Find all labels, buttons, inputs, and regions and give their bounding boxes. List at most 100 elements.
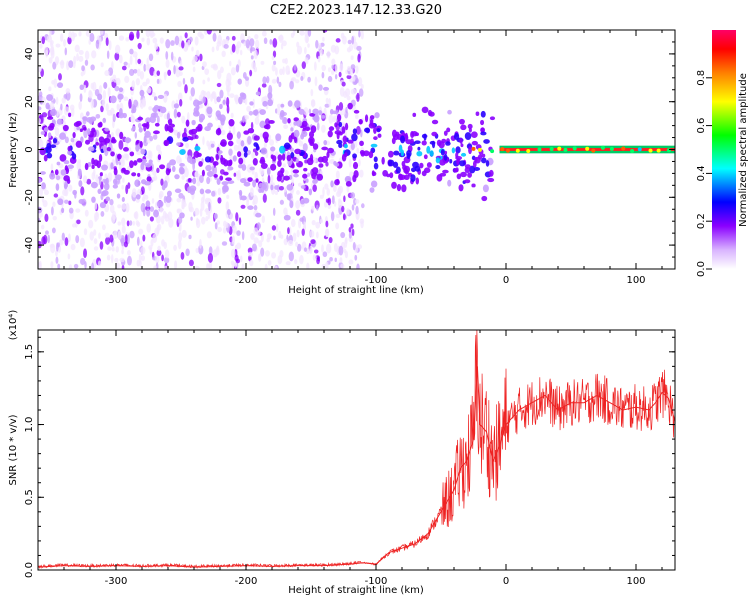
heatmap-cell [46,94,54,101]
heatmap-cell [181,115,186,124]
heatmap-cell [262,193,267,203]
heatmap-cell [300,200,305,205]
heatmap-cell [464,164,471,169]
heatmap-cell [222,184,229,193]
heatmap-cell [403,167,408,174]
heatmap-cell [196,181,201,187]
heatmap-cell [346,74,352,80]
heatmap-cell [41,36,46,45]
heatmap-cell [204,156,212,163]
heatmap-cell [280,103,285,108]
heatmap-cell [88,146,95,152]
heatmap-cell [152,37,158,44]
heatmap-cell [325,220,329,228]
heatmap-cell [159,106,167,114]
heatmap-cell [227,166,234,171]
heatmap-cell [41,182,46,190]
heatmap-cell [44,213,49,222]
heatmap-cell [67,164,75,169]
heatmap-cell [490,149,495,154]
heatmap-cell [255,178,259,183]
heatmap-cell [319,219,324,224]
heatmap-cell [549,147,554,152]
colorbar-label: Normalized spectral amplitude [738,73,749,227]
heatmap-cell [55,183,60,191]
heatmap-cell [343,195,346,203]
heatmap-cell [298,140,304,147]
heatmap-cell [174,260,178,269]
heatmap-cell [284,170,289,176]
heatmap-cell [343,143,348,149]
heatmap-cell [190,216,193,221]
heatmap-cell [71,153,77,160]
heatmap-cell [210,143,215,148]
heatmap-cell [318,84,323,91]
heatmap-cell [207,77,210,82]
heatmap-cell [43,46,49,56]
heatmap-cell [482,184,489,193]
heatmap-cell [145,200,151,208]
heatmap-cell [83,84,87,94]
heatmap-cell [412,112,417,117]
heatmap-cell [234,94,239,103]
x-tick-label: 100 [626,275,645,286]
heatmap-cell [337,186,342,196]
heatmap-cell [293,129,300,138]
heatmap-cell [140,148,146,155]
heatmap-cell [285,261,291,266]
heatmap-cell [219,89,224,99]
heatmap-cell [94,202,98,210]
heatmap-cell [436,174,443,182]
heatmap-cell [271,155,277,162]
heatmap-cell [78,180,83,187]
heatmap-cell [235,44,240,55]
heatmap-cell [249,166,255,171]
heatmap-cell [357,76,363,87]
heatmap-cell [460,124,467,131]
heatmap-cell [70,137,75,143]
heatmap-cell [297,182,302,187]
heatmap-cell [179,60,183,67]
heatmap-cell [109,198,114,206]
heatmap-cell [148,106,153,111]
heatmap-cell [307,76,311,83]
heatmap-cell [338,131,343,136]
heatmap-cell [149,206,155,212]
heatmap-cell [217,34,222,45]
heatmap-cell [185,119,190,127]
heatmap-cell [188,259,194,267]
heatmap-cell [73,121,81,127]
heatmap-cell [46,35,53,43]
heatmap-cell [431,140,436,149]
heatmap-cell [217,188,222,196]
heatmap-cell [308,136,315,145]
heatmap-cell [354,199,360,204]
heatmap-cell [306,262,310,269]
heatmap-cell [206,170,214,178]
heatmap-cell [309,248,313,253]
heatmap-cell [322,86,330,91]
heatmap-cell [212,249,218,258]
heatmap-cell [43,189,49,196]
heatmap-cell [392,134,399,141]
heatmap-cell [324,183,329,190]
heatmap-cell [206,263,210,269]
heatmap-cell [255,212,262,218]
heatmap-cell [630,149,635,154]
heatmap-cell [91,127,96,133]
heatmap-cell [40,131,45,135]
heatmap-cell [449,158,453,164]
heatmap-cell [321,71,325,79]
heatmap-cell [46,152,53,159]
heatmap-cell [376,128,381,133]
heatmap-cell [286,184,294,191]
heatmap-cell [269,39,273,45]
heatmap-cell [129,160,134,169]
heatmap-cell [325,161,329,167]
heatmap-cell [330,180,334,188]
heatmap-cell [334,63,338,74]
heatmap-cell [189,188,196,195]
heatmap-cell [480,110,486,118]
heatmap-cell [205,207,209,216]
heatmap-cell [336,132,340,140]
